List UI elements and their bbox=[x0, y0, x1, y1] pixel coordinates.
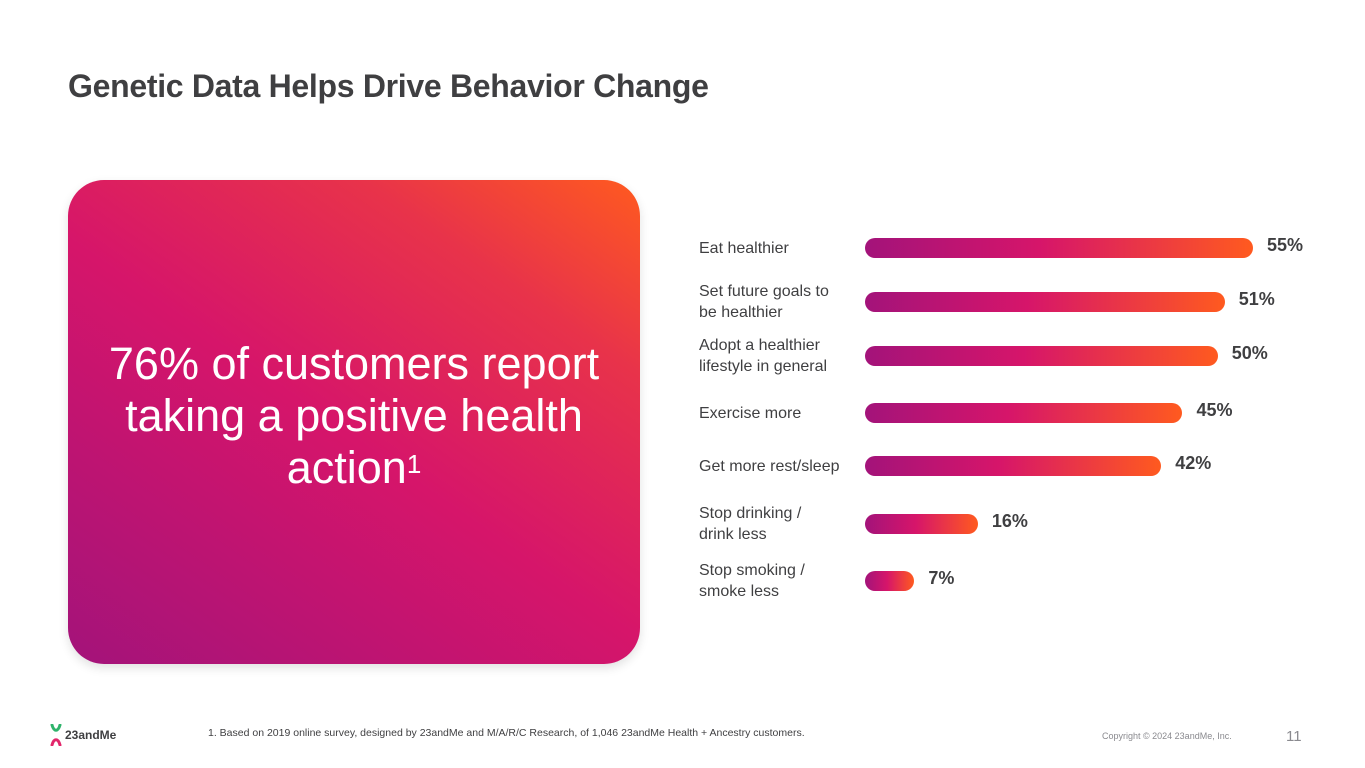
page-number: 11 bbox=[1286, 728, 1302, 745]
bar-value-label: 50% bbox=[1231, 343, 1268, 363]
bar-value-label: 16% bbox=[991, 511, 1028, 531]
hero-footnote-marker: 1 bbox=[406, 449, 422, 479]
hero-stat-text: 76% of customers report taking a positiv… bbox=[94, 338, 614, 494]
hero-stat-card: 76% of customers report taking a positiv… bbox=[68, 180, 640, 664]
bar-category-label: Exercise more bbox=[699, 404, 802, 422]
bar-value-label: 45% bbox=[1196, 400, 1233, 420]
bar bbox=[865, 514, 978, 534]
footer-logo: 23andMe bbox=[50, 724, 116, 746]
bar bbox=[865, 238, 1253, 258]
health-actions-bar-chart: Eat healthier 55% Set future goals to be h… bbox=[690, 232, 1330, 632]
footnote: 1. Based on 2019 online survey, designed… bbox=[208, 727, 805, 739]
bar-value-label: 51% bbox=[1238, 289, 1275, 309]
bar bbox=[865, 346, 1218, 366]
bar-category-label: Adopt a healthier lifestyle in general bbox=[699, 337, 828, 375]
copyright: Copyright © 2024 23andMe, Inc. bbox=[1102, 731, 1232, 741]
bar-value-label: 55% bbox=[1267, 235, 1304, 255]
bar bbox=[865, 403, 1183, 423]
bar-category-label: Stop drinking / drink less bbox=[699, 505, 802, 543]
bar-category-label: Stop smoking / smoke less bbox=[699, 562, 805, 600]
bar-value-label: 42% bbox=[1175, 453, 1212, 473]
bar bbox=[865, 456, 1162, 476]
23andme-chromosome-icon bbox=[50, 724, 62, 746]
logo-text: 23andMe bbox=[65, 728, 117, 742]
hero-stat-main: 76% of customers report taking a positiv… bbox=[108, 338, 600, 493]
slide-title: Genetic Data Helps Drive Behavior Change bbox=[68, 68, 709, 104]
bar-category-label: Get more rest/sleep bbox=[699, 457, 840, 475]
bar-category-label: Set future goals to be healthier bbox=[699, 283, 829, 321]
bar bbox=[865, 292, 1225, 312]
bar-category-label: Eat healthier bbox=[699, 239, 789, 257]
bar-value-label: 7% bbox=[928, 568, 955, 588]
bar bbox=[865, 571, 915, 591]
